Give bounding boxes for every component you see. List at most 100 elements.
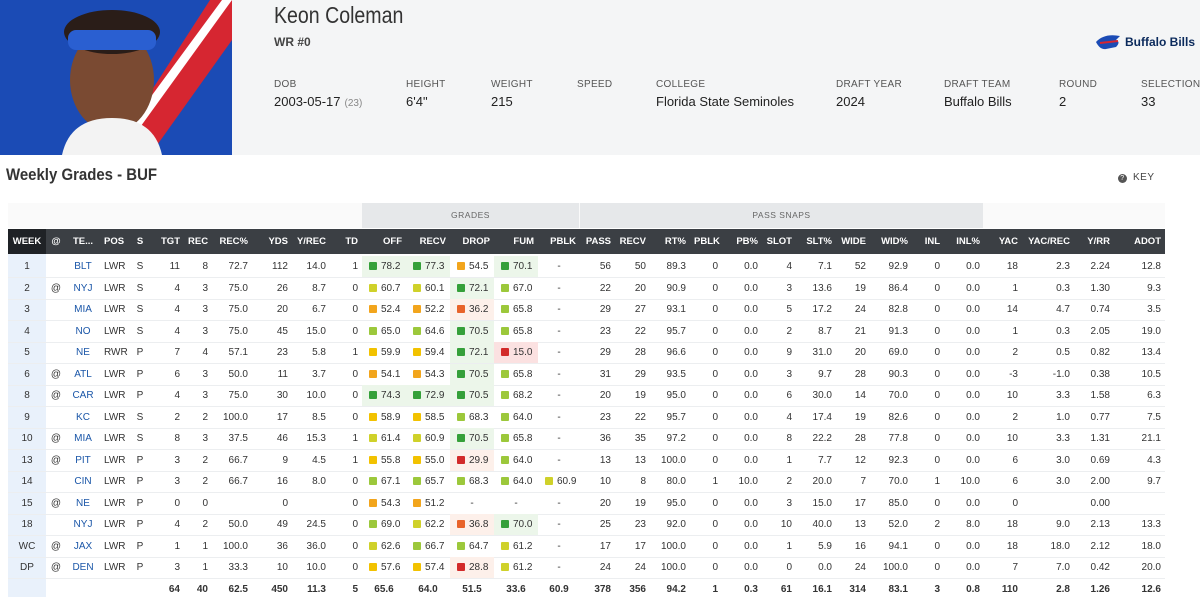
column-header[interactable]: SLT% — [806, 236, 832, 247]
grade-cell: 60.1 — [406, 278, 450, 299]
table-cell: - — [470, 497, 474, 509]
column-header[interactable]: TGT — [161, 236, 180, 247]
column-header[interactable]: POS — [104, 236, 125, 247]
column-header[interactable]: Y/RR — [1087, 236, 1110, 247]
column-header[interactable]: PBLK — [694, 236, 720, 247]
total-cell: 0.3 — [744, 583, 758, 595]
grade-value: 69.0 — [381, 519, 401, 530]
column-header[interactable]: WIDE — [841, 236, 866, 247]
table-cell: 30 — [276, 390, 288, 401]
table-cell: - — [557, 390, 561, 401]
player-header: Keon Coleman WR #0 Buffalo Bills DOB 2003… — [0, 0, 1200, 155]
table-cell: 19 — [634, 390, 646, 401]
table-cell: 10.0 — [738, 476, 758, 487]
table-cell: - — [557, 519, 561, 530]
column-header[interactable]: Y/REC — [296, 236, 326, 247]
column-header[interactable]: YAC/REC — [1028, 236, 1070, 247]
table-cell: 2 — [934, 519, 940, 530]
table-cell: 112 — [272, 261, 288, 272]
column-header[interactable]: TD — [345, 236, 358, 247]
table-cell: S — [136, 433, 144, 444]
column-header[interactable]: RT% — [664, 236, 686, 247]
table-cell: 2 — [202, 454, 208, 466]
table-cell: 3.5 — [1147, 304, 1161, 315]
column-header[interactable]: ADOT — [1134, 236, 1161, 247]
table-cell: @ — [50, 368, 62, 380]
grade-chip — [369, 369, 377, 378]
row-line — [8, 406, 1165, 407]
table-cell: 0.0 — [966, 261, 980, 272]
column-header[interactable]: INL — [924, 236, 940, 247]
table-cell: 35 — [634, 433, 646, 444]
column-header[interactable]: FUM — [513, 236, 534, 247]
table-cell: 6.3 — [1147, 390, 1161, 401]
grade-value: 66.7 — [425, 540, 445, 552]
key-button[interactable]: ? KEY — [1118, 172, 1155, 183]
table-cell: 0.69 — [1090, 454, 1110, 466]
table-cell: LWR — [104, 433, 126, 444]
grade-cell: 65.0 — [362, 321, 406, 342]
column-header[interactable]: RECV — [619, 236, 646, 247]
column-header[interactable]: OFF — [383, 236, 402, 247]
info-value: 6'4" — [406, 94, 428, 109]
table-cell: 7.0 — [1056, 562, 1070, 573]
table-cell: MIA — [74, 433, 92, 444]
grade-cell: 70.5 — [450, 385, 494, 406]
table-cell: 0 — [352, 519, 358, 530]
column-header[interactable]: TE... — [72, 236, 94, 247]
table-cell: - — [557, 282, 561, 294]
table-cell: 1 — [786, 540, 792, 552]
column-header[interactable]: RECV — [419, 236, 446, 247]
total-cell: 33.6 — [506, 583, 526, 595]
grade-cell: 78.2 — [362, 256, 406, 277]
table-cell: 1 — [202, 562, 208, 573]
table-cell: 0 — [712, 304, 718, 315]
table-cell: 100.0 — [660, 454, 686, 466]
table-cell: 19 — [634, 497, 646, 509]
grade-value: 70.0 — [513, 519, 533, 530]
column-header[interactable]: PASS — [585, 236, 611, 247]
table-cell: S — [136, 411, 144, 423]
table-cell: - — [557, 325, 561, 337]
total-cell: 51.5 — [462, 583, 482, 595]
grade-cell: 29.9 — [450, 449, 494, 471]
grade-chip — [501, 391, 509, 399]
column-header[interactable]: REC% — [219, 236, 248, 247]
grade-chip — [501, 541, 509, 550]
column-header[interactable]: YAC — [998, 236, 1018, 247]
column-header[interactable]: YDS — [268, 236, 288, 247]
table-cell: 0.0 — [744, 325, 758, 337]
table-cell: 4 — [174, 304, 180, 315]
grade-cell: 36.8 — [450, 514, 494, 535]
column-header[interactable]: INL% — [956, 236, 980, 247]
table-cell: 18 — [21, 519, 33, 530]
table-cell: 4 — [174, 325, 180, 337]
total-cell: 11.3 — [307, 583, 326, 595]
column-header[interactable]: WEEK — [8, 229, 46, 254]
table-cell: 0 — [712, 390, 718, 401]
row-line — [8, 513, 1165, 515]
column-header[interactable]: REC — [188, 236, 209, 247]
grade-chip — [501, 477, 509, 485]
column-header[interactable]: PBLK — [550, 236, 576, 247]
grade-value: 52.4 — [381, 304, 401, 315]
info-value-text: 2003-05-17 — [274, 94, 341, 109]
column-header[interactable]: S — [136, 236, 144, 247]
grade-chip — [369, 498, 377, 507]
row-line — [8, 341, 1165, 343]
table-cell: 14 — [1006, 304, 1018, 315]
table-cell: 0 — [934, 562, 940, 573]
table-cell: 0.0 — [966, 390, 980, 401]
table-cell: 45 — [276, 325, 288, 337]
grade-cell: 62.6 — [362, 536, 406, 557]
column-header[interactable]: PB% — [736, 236, 758, 247]
table-cell: 4 — [174, 390, 180, 401]
column-header[interactable]: WID% — [881, 236, 908, 247]
table-cell: 16 — [276, 476, 288, 487]
column-header[interactable]: DROP — [462, 236, 490, 247]
table-cell: 0.0 — [744, 304, 758, 315]
grade-cell: 65.8 — [494, 428, 538, 449]
column-header[interactable]: @ — [51, 236, 61, 247]
table-cell: 82.8 — [888, 304, 908, 315]
column-header[interactable]: SLOT — [766, 236, 792, 247]
